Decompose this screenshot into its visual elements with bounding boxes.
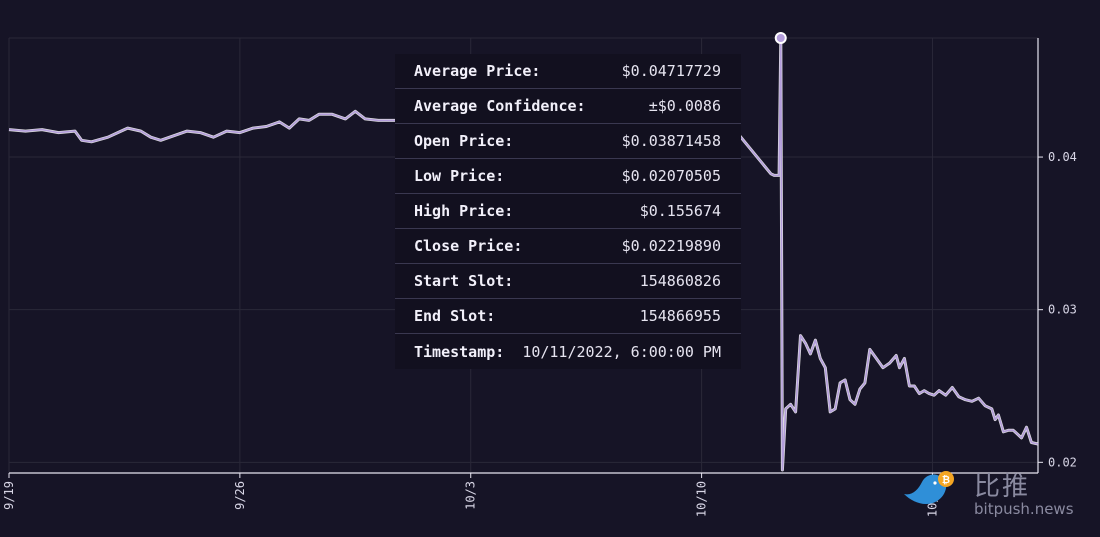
x-tick-label: 9/19 [2, 481, 16, 510]
tooltip-label: Low Price: [414, 167, 505, 185]
tooltip-row: High Price: $0.155674 [395, 194, 741, 229]
tooltip-value: 10/11/2022, 6:00:00 PM [522, 342, 721, 361]
price-tooltip: Average Price: $0.04717729 Average Confide… [395, 54, 741, 369]
y-tick-label: 0.02 [1048, 455, 1077, 469]
tooltip-row: Start Slot: 154860826 [395, 264, 741, 299]
tooltip-row: Average Confidence: ±$0.0086 [395, 89, 741, 124]
watermark-english-text: bitpush.news [974, 500, 1074, 518]
tooltip-row: Close Price: $0.02219890 [395, 229, 741, 264]
tooltip-label: High Price: [414, 202, 514, 220]
tooltip-label: Open Price: [414, 132, 514, 150]
svg-text:₿: ₿ [942, 474, 950, 486]
tooltip-value: $0.04717729 [621, 62, 721, 80]
tooltip-value: $0.02219890 [621, 237, 721, 255]
highlight-point [774, 32, 787, 44]
tooltip-value: $0.02070505 [621, 167, 721, 185]
tooltip-label: Timestamp: [414, 342, 505, 361]
watermark-chinese-text: 比推 [974, 472, 1031, 502]
tooltip-row: End Slot: 154866955 [395, 299, 741, 334]
tooltip-row: Low Price: $0.02070505 [395, 159, 741, 194]
tooltip-label: End Slot: [414, 307, 496, 325]
tooltip-label: Close Price: [414, 237, 523, 255]
watermark: ₿ 比推 bitpush.news [902, 466, 1092, 522]
tooltip-value: ±$0.0086 [648, 97, 721, 115]
tooltip-row: Open Price: $0.03871458 [395, 124, 741, 159]
x-tick-label: 10/3 [464, 481, 478, 510]
tooltip-value: $0.03871458 [621, 132, 721, 150]
tooltip-value: $0.155674 [639, 202, 721, 220]
x-tick-label: 10/10 [695, 481, 709, 517]
tooltip-row: Average Price: $0.04717729 [395, 54, 741, 89]
y-tick-label: 0.03 [1048, 303, 1077, 317]
x-tick-label: 9/26 [233, 481, 247, 510]
tooltip-label: Start Slot: [414, 272, 514, 290]
tooltip-label: Average Confidence: [414, 97, 586, 115]
y-tick-label: 0.04 [1048, 150, 1077, 164]
tooltip-row: Timestamp: 10/11/2022, 6:00:00 PM [395, 334, 741, 369]
tooltip-value: 154860826 [639, 272, 721, 290]
tooltip-label: Average Price: [414, 62, 541, 80]
bird-logo-icon: ₿ [904, 471, 954, 504]
tooltip-value: 154866955 [639, 307, 721, 325]
